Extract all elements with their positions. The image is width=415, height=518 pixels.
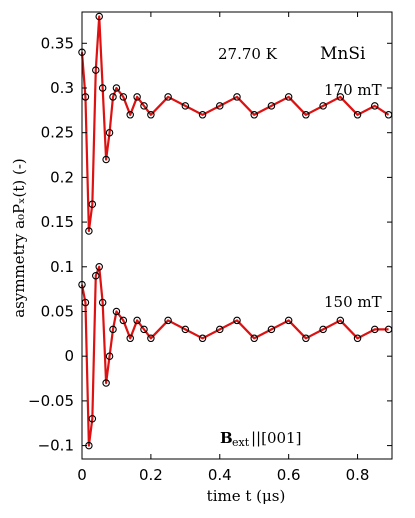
plot-frame: [81, 11, 393, 460]
data-point: [353, 334, 362, 343]
data-point: [267, 102, 276, 110]
data-point: [147, 111, 155, 119]
data-point: [119, 316, 128, 325]
data-point: [302, 334, 310, 343]
data-point: [140, 325, 148, 334]
data-point: [216, 102, 224, 110]
data-point: [319, 325, 327, 334]
data-layer: [78, 12, 393, 450]
data-point: [92, 66, 100, 74]
data-point: [164, 316, 172, 325]
orientation-direction: ||[001]: [251, 429, 301, 447]
axis-ticks: 0 0.2 0.4 0.6 0.8 −0.1 −0.05 0 0.05 0.1 0.15 0.2 0.2…: [28, 12, 392, 484]
data-point: [126, 334, 134, 343]
y-tick-label: 0.2: [50, 168, 74, 186]
y-axis-label: asymmetry a₀Pₓ(t) (-): [10, 158, 28, 318]
data-point: [98, 298, 107, 307]
field-low-annotation: 150 mT: [324, 293, 382, 311]
data-point: [95, 263, 103, 271]
data-point: [92, 271, 100, 280]
data-point: [109, 93, 117, 101]
data-point: [336, 93, 345, 101]
y-tick-label: 0.15: [41, 213, 74, 231]
field-high-annotation: 170 mT: [324, 81, 382, 99]
data-point: [105, 128, 114, 137]
y-tick-label: 0.25: [41, 124, 74, 142]
data-point: [336, 316, 345, 325]
data-point: [353, 111, 362, 119]
y-tick-label: 0.1: [50, 258, 74, 276]
data-point: [284, 316, 293, 325]
data-point: [164, 93, 172, 101]
data-point: [109, 325, 117, 334]
y-tick-label: 0.05: [41, 302, 74, 320]
data-point: [181, 102, 190, 110]
x-tick-label: 0.2: [139, 466, 163, 484]
data-point: [216, 325, 224, 334]
data-point: [88, 200, 97, 208]
data-point: [371, 102, 379, 110]
data-point: [88, 415, 97, 423]
data-point: [233, 316, 241, 325]
data-point: [133, 316, 141, 325]
data-point: [250, 111, 258, 119]
data-point: [105, 352, 114, 360]
data-point: [119, 93, 128, 101]
data-point: [284, 93, 293, 101]
data-point: [198, 334, 207, 343]
data-point: [233, 93, 241, 101]
field-orientation-annotation: B ext ||[001]: [220, 429, 301, 449]
y-tick-label: 0: [64, 347, 74, 365]
data-point: [102, 155, 110, 164]
data-point: [302, 111, 310, 119]
temperature-annotation: 27.70 K: [218, 45, 278, 63]
y-tick-label: −0.05: [28, 392, 74, 410]
data-point: [267, 325, 276, 334]
data-point: [371, 325, 379, 334]
data-point: [102, 379, 110, 387]
x-axis-label: time t (μs): [207, 487, 286, 505]
data-point: [112, 84, 121, 92]
data-point: [133, 93, 141, 101]
data-point: [85, 227, 93, 235]
x-tick-label: 0.6: [277, 466, 301, 484]
data-point: [319, 102, 327, 110]
y-tick-label: 0.3: [50, 79, 74, 97]
x-tick-label: 0: [77, 466, 87, 484]
data-point: [140, 102, 148, 110]
series-1: [78, 263, 393, 450]
data-point: [112, 307, 121, 316]
y-tick-label: −0.1: [38, 437, 74, 455]
data-point: [147, 334, 155, 343]
orientation-symbol: B: [220, 429, 233, 447]
data-point: [95, 12, 103, 21]
orientation-subscript: ext: [232, 436, 250, 449]
data-point: [198, 111, 207, 119]
data-point: [181, 325, 190, 334]
x-tick-label: 0.4: [208, 466, 232, 484]
data-point: [250, 334, 258, 343]
data-point: [126, 111, 134, 119]
y-tick-label: 0.35: [41, 34, 74, 52]
data-point: [98, 84, 107, 92]
x-tick-label: 0.8: [346, 466, 370, 484]
sample-annotation: MnSi: [320, 44, 366, 64]
